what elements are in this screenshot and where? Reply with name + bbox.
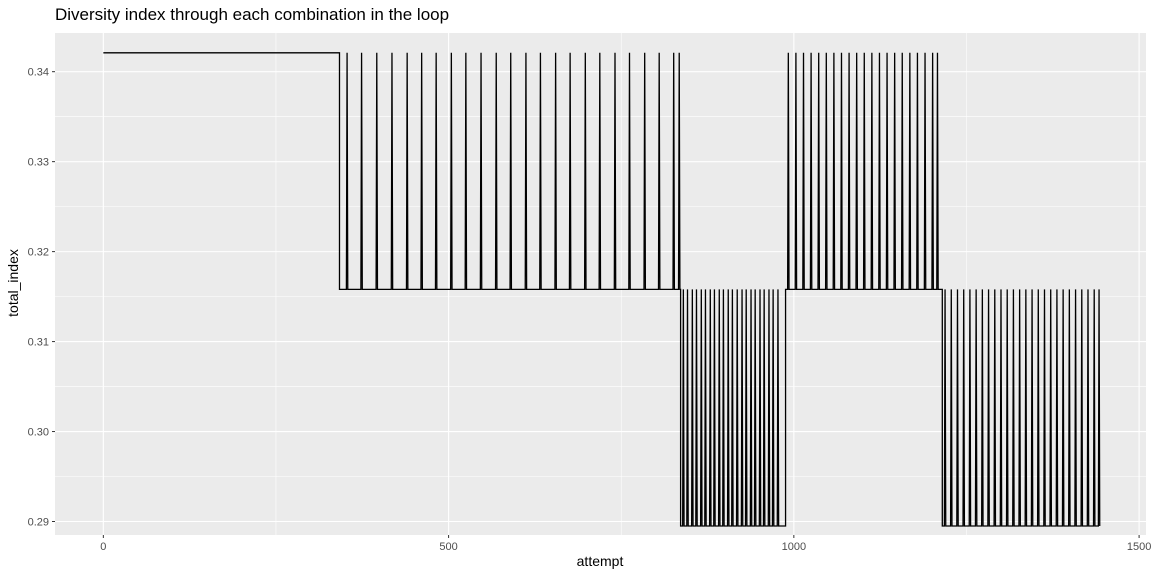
y-tick-label: 0.31: [28, 337, 49, 349]
series-layer: [103, 52, 1101, 527]
series-line: [103, 52, 1101, 527]
y-axis: 0.29 0.30 0.31 0.32 0.33 0.34: [28, 67, 55, 529]
x-tick-label: 1000: [782, 541, 806, 553]
x-axis: 0 500 1000 1500: [100, 535, 1151, 553]
x-axis-title: attempt: [577, 553, 624, 569]
chart-title: Diversity index through each combination…: [55, 5, 449, 24]
y-tick-label: 0.29: [28, 517, 49, 529]
y-tick-label: 0.30: [28, 427, 49, 439]
x-tick-label: 1500: [1127, 541, 1151, 553]
y-tick-label: 0.32: [28, 247, 49, 259]
x-tick-label: 500: [439, 541, 457, 553]
y-tick-label: 0.34: [28, 67, 49, 79]
x-tick-label: 0: [100, 541, 106, 553]
y-axis-title: total_index: [5, 249, 21, 317]
y-tick-label: 0.33: [28, 157, 49, 169]
